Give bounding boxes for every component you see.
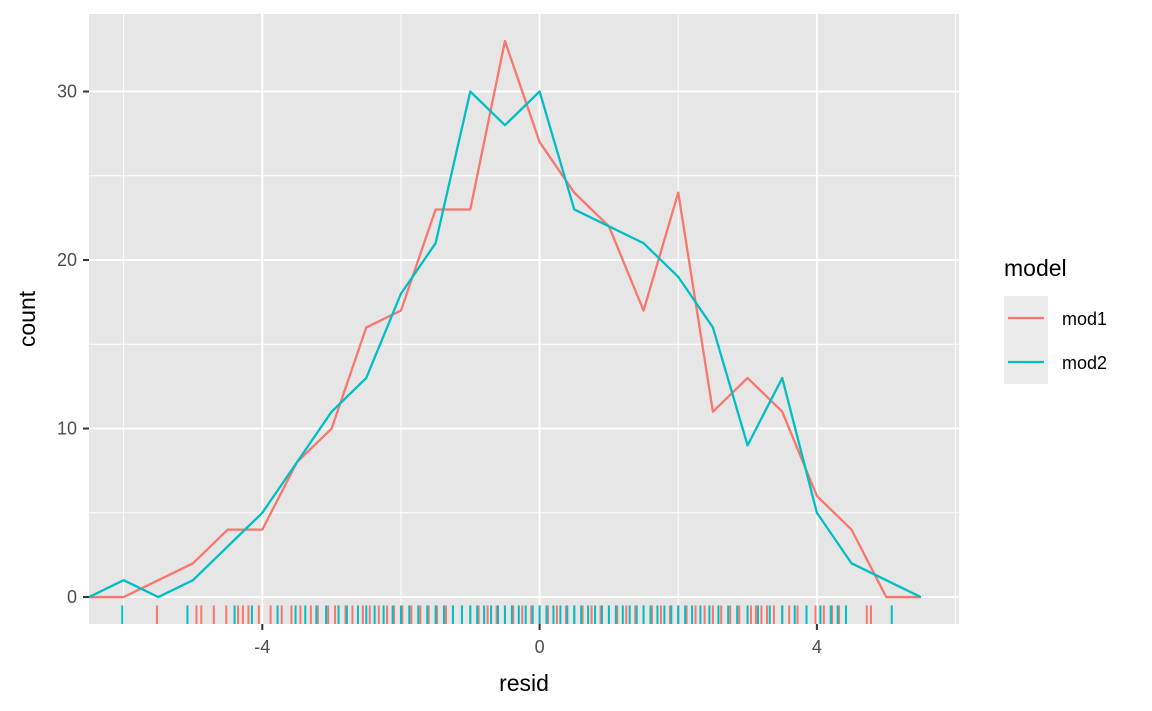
legend-title: model [1004, 255, 1067, 281]
axis-ticks [83, 90, 818, 630]
x-tick-label: -4 [254, 637, 270, 657]
series-line-mod1 [89, 39, 921, 599]
x-axis-title: resid [499, 670, 549, 696]
x-tick-label: 0 [535, 637, 545, 657]
y-tick-label: 20 [57, 250, 77, 270]
series-lines [88, 39, 922, 599]
y-tick-label: 30 [57, 82, 77, 102]
legend: model mod1 mod2 [1004, 255, 1107, 384]
legend-label-mod1: mod1 [1062, 309, 1107, 329]
y-tick-label: 10 [57, 419, 77, 439]
x-tick-label: 4 [812, 637, 822, 657]
y-axis-title: count [14, 290, 40, 347]
plot-panel [89, 14, 959, 624]
legend-label-mod2: mod2 [1062, 353, 1107, 373]
tick-labels: -4 0 4 0 10 20 30 [57, 82, 822, 657]
rug-marks [121, 605, 893, 624]
y-tick-label: 0 [67, 587, 77, 607]
series-line-mod2 [88, 90, 922, 599]
minor-gridlines [89, 14, 959, 624]
major-gridlines [89, 14, 959, 624]
